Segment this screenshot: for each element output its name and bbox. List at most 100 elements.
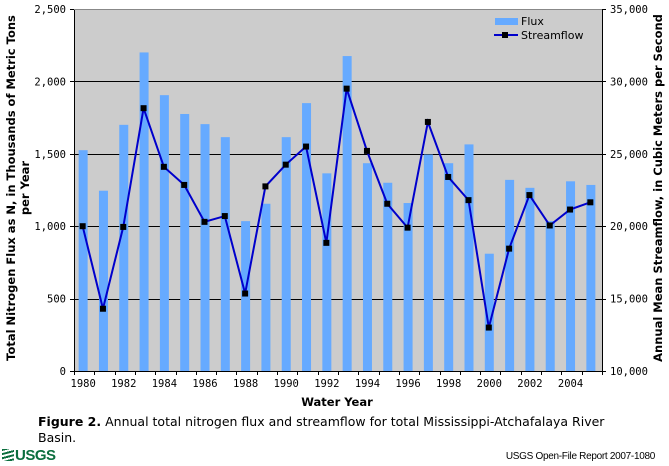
streamflow-marker-1996 [404,224,411,231]
right-tick-label: 15,000 [610,294,648,306]
usgs-logo-text: USGS [15,446,56,464]
flux-bar-1997 [423,154,433,371]
x-tick-label: 1984 [152,378,177,390]
right-tick-label: 10,000 [610,366,648,378]
right-axis-title: Annual Mean Streamflow, in Cubic Meters … [651,14,665,362]
flux-bar-1991 [302,103,312,372]
x-tick-label: 2004 [558,378,583,390]
flux-bar-1996 [403,203,413,371]
x-tick-label: 1994 [355,378,380,390]
report-id: USGS Open-File Report 2007-1080 [505,451,655,462]
streamflow-marker-1984 [160,163,167,170]
usgs-wave-icon [2,449,14,461]
flux-bar-2000 [484,253,494,371]
left-axis-title: Total Nitrogen Flux as N, in Thousands o… [4,15,32,361]
x-tick-label: 1986 [192,378,217,390]
x-tick-label: 1992 [314,378,339,390]
left-axis-title-line2: per Year [18,161,32,216]
left-tick-label: 2,500 [34,4,66,16]
flux-bar-1998 [444,163,454,371]
flux-bar-1994 [362,163,372,371]
x-tick-label: 2000 [477,378,502,390]
flux-bar-2003 [545,221,555,371]
streamflow-marker-1995 [384,200,391,207]
flux-bar-1992 [322,173,332,371]
streamflow-marker-2001 [506,245,513,252]
left-tick-label: 0 [60,366,66,378]
x-tick-label: 1982 [111,378,136,390]
flux-bar-1982 [119,124,129,371]
streamflow-marker-1980 [79,223,86,230]
left-axis-ticks: 0 500 1,000 1,500 2,000 2,500 [34,4,74,378]
figure-caption-text: Annual total nitrogen flux and streamflo… [38,414,605,445]
x-tick-label: 1988 [233,378,258,390]
x-axis-title: Water Year [301,395,373,409]
x-axis-ticks: 1980 1982 1984 1986 1988 1990 1992 1994 1996 1998… [71,371,603,390]
flux-bar-1999 [464,144,474,371]
legend-flux-swatch [495,18,518,25]
plot-area [74,9,602,371]
legend-streamflow-label: Streamflow [521,29,583,42]
x-tick-label: 1998 [436,378,461,390]
streamflow-marker-1983 [140,105,147,112]
streamflow-marker-1985 [181,181,188,188]
streamflow-marker-1993 [343,85,350,92]
streamflow-marker-2000 [485,324,492,331]
streamflow-marker-1982 [120,223,127,230]
legend-streamflow-marker [502,32,508,38]
streamflow-marker-2004 [567,206,574,213]
flux-bar-1995 [383,182,393,371]
legend-flux-label: Flux [521,15,544,28]
right-tick-label: 25,000 [610,149,648,161]
streamflow-marker-1992 [323,239,330,246]
flux-bar-1983 [139,52,149,371]
flux-bar-1981 [98,190,108,371]
streamflow-marker-2005 [587,199,594,206]
figure-label: Figure 2. [38,414,102,429]
flux-bar-1989 [261,203,271,371]
streamflow-marker-1999 [465,197,472,204]
left-tick-label: 2,000 [34,76,66,88]
left-tick-label: 1,000 [34,221,66,233]
right-tick-label: 20,000 [610,221,648,233]
right-tick-label: 30,000 [610,76,648,88]
streamflow-marker-1998 [445,173,452,180]
flux-bar-1990 [281,137,291,371]
streamflow-marker-1981 [99,305,106,312]
right-tick-label: 35,000 [610,4,648,16]
flux-bar-2002 [525,187,535,371]
legend: Flux Streamflow [494,15,583,42]
x-tick-label: 1996 [395,378,420,390]
streamflow-marker-1994 [363,147,370,154]
flux-bars [78,52,596,372]
streamflow-marker-1991 [303,143,310,150]
streamflow-marker-1988 [242,290,249,297]
flux-bar-1986 [200,124,210,371]
chart: 0 500 1,000 1,500 2,000 2,500 10,000 15,000 20,… [4,4,665,409]
streamflow-line [81,88,591,328]
streamflow-marker-2002 [526,192,533,199]
x-tick-label: 1980 [71,378,96,390]
flux-bar-1985 [180,113,190,371]
left-tick-label: 500 [47,294,66,306]
flux-bar-2005 [586,184,596,371]
streamflow-marker-2003 [546,222,553,229]
left-tick-label: 1,500 [34,149,66,161]
flux-bar-2004 [566,181,576,371]
figure-caption: Figure 2. Annual total nitrogen flux and… [38,414,638,446]
usgs-logo: USGS [2,446,56,464]
flux-bar-1987 [220,137,230,371]
streamflow-marker-1987 [221,213,228,220]
x-tick-label: 1990 [274,378,299,390]
streamflow-marker-1986 [201,218,208,225]
streamflow-marker-1989 [262,183,269,190]
left-axis-title-line1: Total Nitrogen Flux as N, in Thousands o… [4,15,18,361]
axes [74,9,603,372]
flux-bar-1980 [78,150,88,371]
streamflow-marker-1990 [282,161,289,168]
flux-bar-1984 [159,95,169,371]
right-axis-ticks: 10,000 15,000 20,000 25,000 30,000 35,000 [602,4,648,378]
flux-bar-1993 [342,56,352,372]
streamflow-markers [79,85,594,331]
flux-bar-2001 [505,179,515,371]
